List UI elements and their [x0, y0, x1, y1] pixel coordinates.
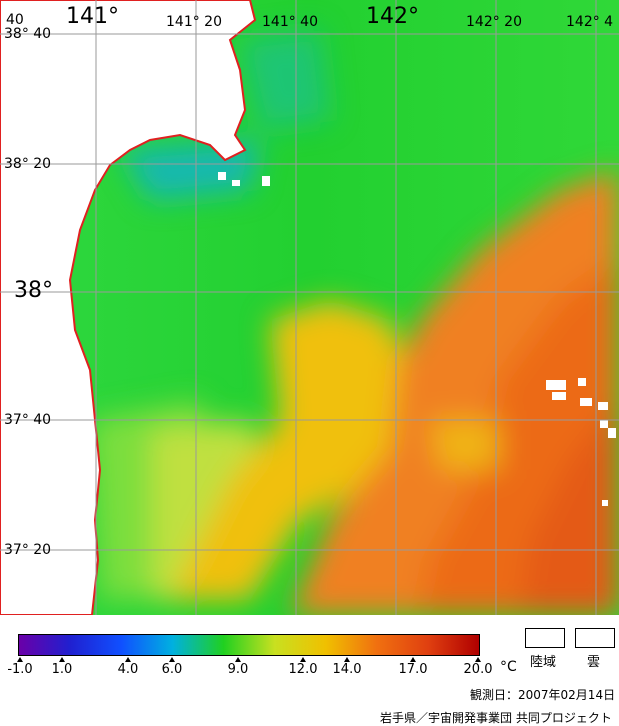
graticule	[0, 0, 619, 615]
legend-tick-mark	[475, 657, 481, 662]
lon-label-142-20: 142° 20	[466, 14, 522, 30]
cloud-legend-label: 雲	[587, 655, 601, 670]
lat-label-38-20: 38° 20	[4, 156, 52, 172]
legend-tick-label: 9.0	[227, 662, 249, 677]
legend-tick-mark	[300, 657, 306, 662]
legend-tick-mark	[410, 657, 416, 662]
cloud-legend-swatch	[575, 628, 615, 648]
lon-label-141-20: 141° 20	[166, 14, 222, 30]
legend-tick-mark	[59, 657, 65, 662]
legend-tick-label: 20.0	[463, 662, 493, 677]
legend-tick-mark	[344, 657, 350, 662]
credit-line: 岩手県／宇宙開発事業団 共同プロジェクト	[380, 711, 612, 725]
cloud-spots	[218, 172, 616, 506]
legend-tick-label: 1.0	[51, 662, 73, 677]
legend-tick-label: 4.0	[117, 662, 139, 677]
lat-label-38: 38°	[14, 278, 53, 303]
lat-label-37-40: 37° 40	[4, 412, 52, 428]
legend-unit: °C	[500, 659, 517, 675]
lon-label-142-40: 142° 4	[566, 14, 614, 30]
legend-tick-mark	[17, 657, 23, 662]
legend-tick-label: 17.0	[398, 662, 428, 677]
land-legend-label: 陸域	[530, 655, 557, 670]
lat-label-38-40: 38° 40	[4, 26, 52, 42]
legend-tick-label: 14.0	[332, 662, 362, 677]
temperature-field	[90, 30, 619, 615]
legend-tick-label: 6.0	[161, 662, 183, 677]
lon-label-142: 142°	[366, 4, 419, 29]
lat-label-37-20: 37° 20	[4, 542, 52, 558]
lon-label-141-40: 141° 40	[262, 14, 318, 30]
land-legend-swatch	[525, 628, 565, 648]
legend-tick-label: -1.0	[7, 662, 33, 677]
legend-tick-mark	[235, 657, 241, 662]
corner-label: 40	[6, 12, 24, 28]
observation-date: 観測日：2007年02月14日	[470, 688, 616, 702]
legend-tick-label: 12.0	[288, 662, 318, 677]
legend-tick-mark	[125, 657, 131, 662]
sea-temperature-map	[0, 0, 619, 615]
lon-label-141: 141°	[66, 4, 119, 29]
legend-tick-mark	[169, 657, 175, 662]
temperature-color-bar	[18, 634, 480, 656]
